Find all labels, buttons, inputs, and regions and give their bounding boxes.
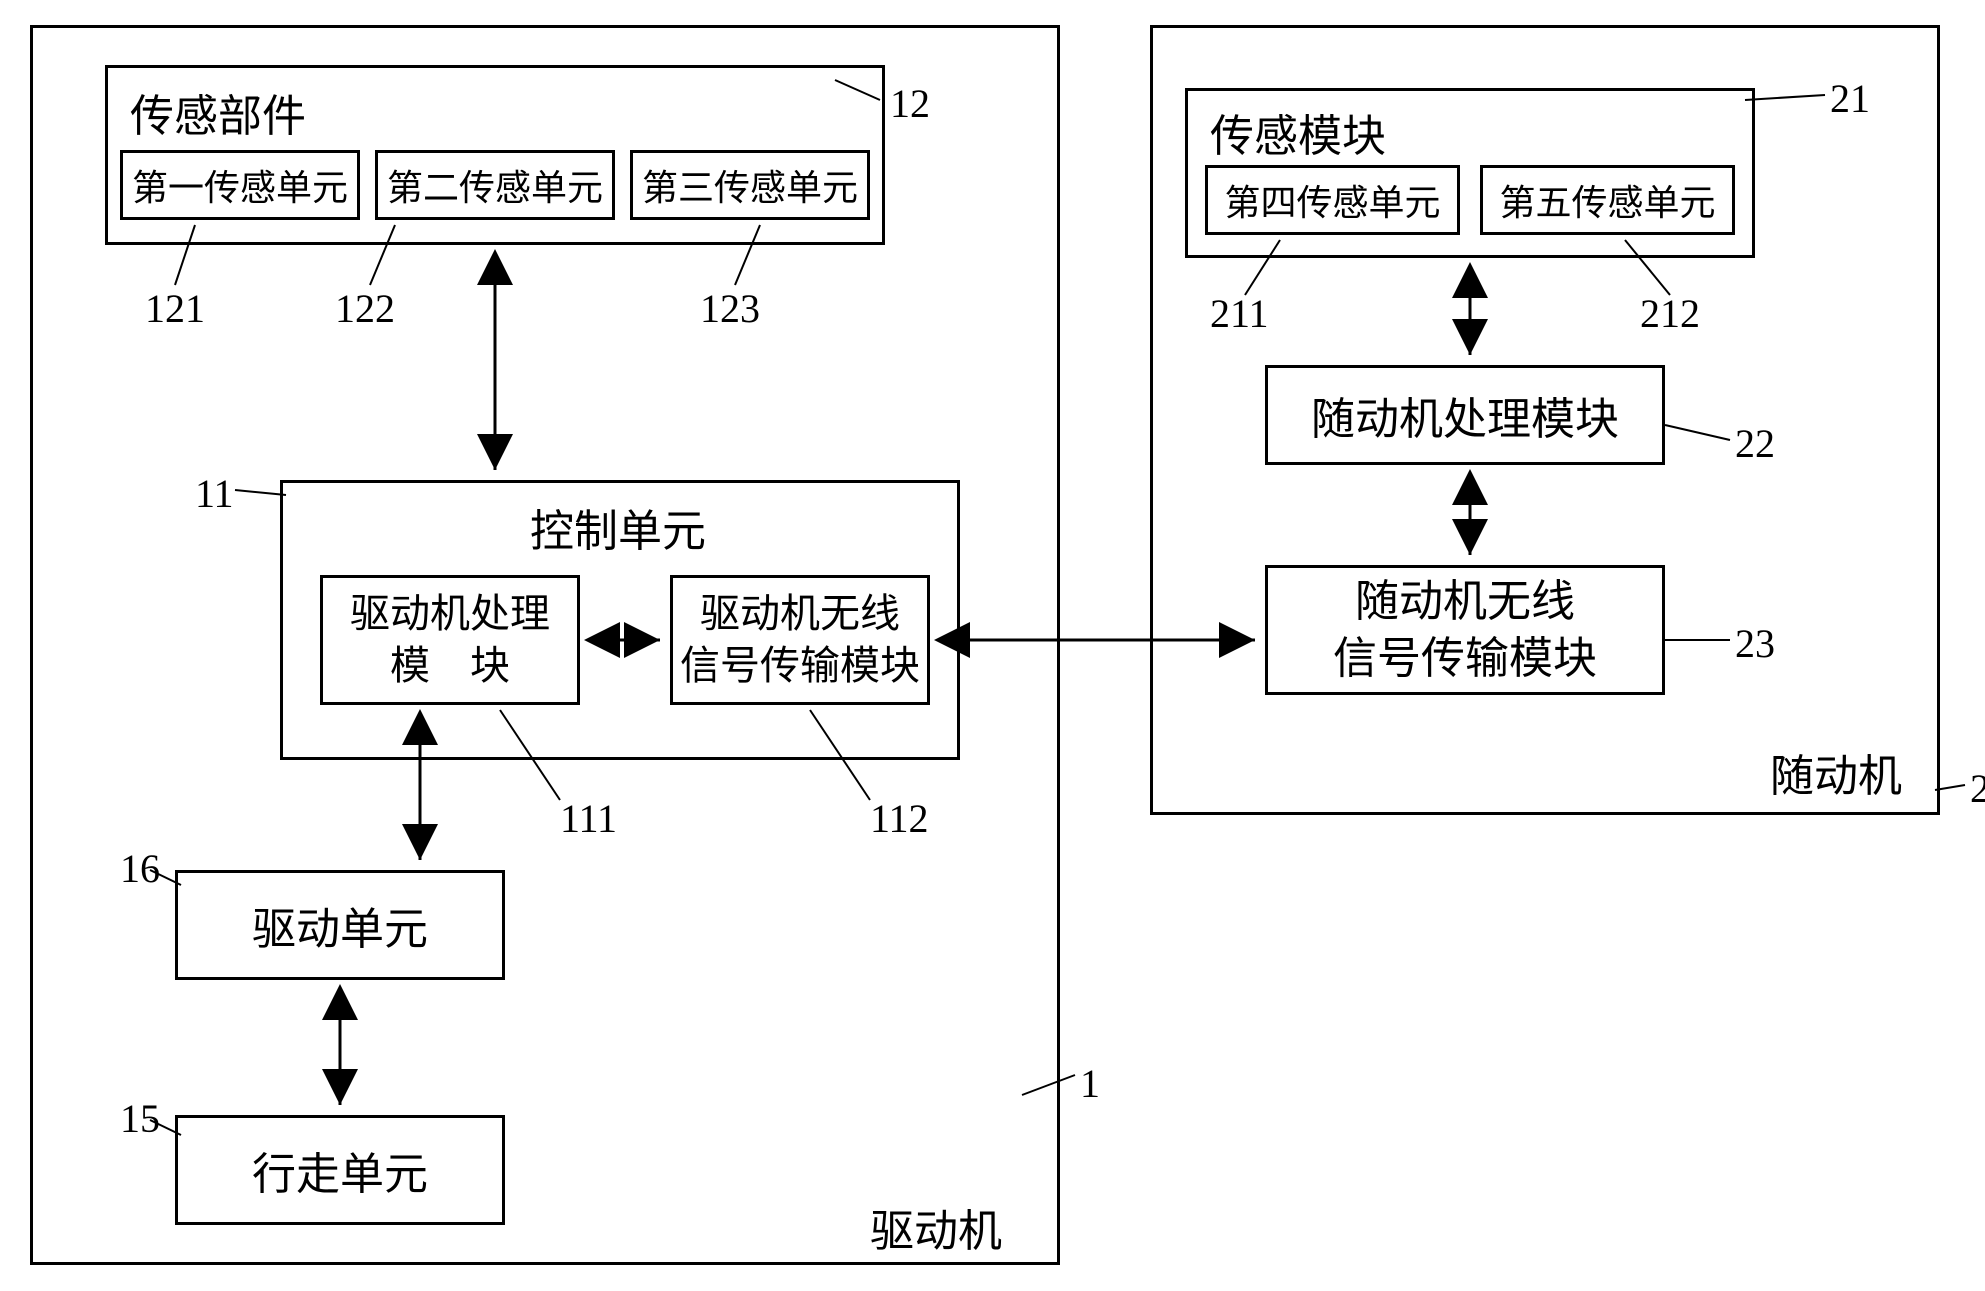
ref-121: 121 — [145, 285, 205, 332]
drive-unit-box: 驱动单元 — [175, 870, 505, 980]
ref-22: 22 — [1735, 420, 1775, 467]
ref-16: 16 — [120, 845, 160, 892]
driver-wireless-line2: 信号传输模块 — [680, 640, 920, 692]
sensor-component-title: 传感部件 — [130, 80, 306, 144]
walk-unit-box: 行走单元 — [175, 1115, 505, 1225]
walk-unit-label: 行走单元 — [252, 1138, 428, 1202]
sensor-unit-5: 第五传感单元 — [1480, 165, 1735, 235]
sensor-module-title: 传感模块 — [1210, 100, 1386, 164]
ref-1: 1 — [1080, 1060, 1100, 1107]
driver-wireless-module: 驱动机无线 信号传输模块 — [670, 575, 930, 705]
drive-unit-label: 驱动单元 — [252, 893, 428, 957]
ref-123: 123 — [700, 285, 760, 332]
sensor-unit-2: 第二传感单元 — [375, 150, 615, 220]
ref-2: 2 — [1970, 765, 1985, 812]
control-unit-title: 控制单元 — [530, 495, 706, 559]
driver-machine-label: 驱动机 — [870, 1195, 1002, 1259]
sensor-unit-5-label: 第五传感单元 — [1499, 174, 1715, 226]
sensor-unit-1: 第一传感单元 — [120, 150, 360, 220]
sensor-unit-3-label: 第三传感单元 — [642, 159, 858, 211]
driver-proc-module: 驱动机处理 模 块 — [320, 575, 580, 705]
sensor-unit-4-label: 第四传感单元 — [1224, 174, 1440, 226]
ref-111: 111 — [560, 795, 617, 842]
ref-212: 212 — [1640, 290, 1700, 337]
ref-112: 112 — [870, 795, 929, 842]
sensor-unit-2-label: 第二传感单元 — [387, 159, 603, 211]
follower-wireless-line2: 信号传输模块 — [1333, 630, 1597, 687]
follower-wireless-module: 随动机无线 信号传输模块 — [1265, 565, 1665, 695]
follower-machine-label: 随动机 — [1770, 740, 1902, 804]
sensor-unit-3: 第三传感单元 — [630, 150, 870, 220]
ref-211: 211 — [1210, 290, 1269, 337]
follower-proc-module: 随动机处理模块 — [1265, 365, 1665, 465]
ref-122: 122 — [335, 285, 395, 332]
ref-12: 12 — [890, 80, 930, 127]
ref-23: 23 — [1735, 620, 1775, 667]
driver-proc-line1: 驱动机处理 — [350, 588, 550, 640]
ref-21: 21 — [1830, 75, 1870, 122]
follower-proc-label: 随动机处理模块 — [1311, 383, 1619, 447]
sensor-unit-4: 第四传感单元 — [1205, 165, 1460, 235]
driver-wireless-line1: 驱动机无线 — [700, 588, 900, 640]
follower-wireless-line1: 随动机无线 — [1355, 573, 1575, 630]
sensor-unit-1-label: 第一传感单元 — [132, 159, 348, 211]
ref-15: 15 — [120, 1095, 160, 1142]
ref-11: 11 — [195, 470, 234, 517]
driver-proc-line2: 模 块 — [390, 640, 510, 692]
